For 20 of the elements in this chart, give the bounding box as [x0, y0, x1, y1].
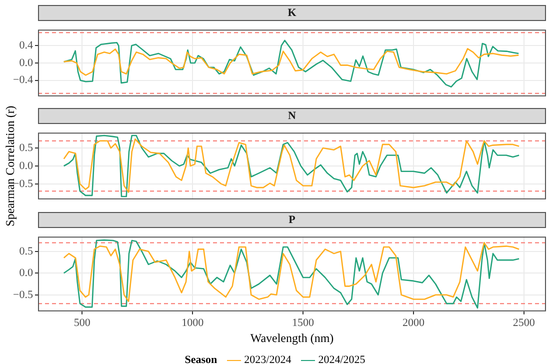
legend-title: Season	[184, 354, 218, 364]
y-tick-label: 0.0	[19, 267, 34, 280]
x-tick-label: 500	[74, 316, 91, 329]
y-tick-label: 0.4	[19, 40, 34, 52]
legend-label: 2023/2024	[244, 354, 292, 364]
chart-title: K	[38, 5, 546, 21]
x-axis-title: Wavelength (nm)	[250, 330, 334, 345]
y-tick-label: 0.0	[19, 160, 34, 172]
y-tick-label: −0.4	[13, 74, 34, 86]
x-tick-label: 1000	[182, 316, 204, 329]
chart-title: P	[38, 212, 546, 228]
x-tick-label: 2000	[402, 316, 425, 329]
y-tick-label: 0.5	[19, 245, 34, 258]
x-tick-label: 2500	[512, 316, 536, 329]
y-tick-label: −0.5	[13, 288, 34, 301]
legend-label: 2024/2025	[318, 354, 366, 364]
x-tick-label: 1500	[292, 316, 315, 329]
y-tick-label: 0.5	[19, 142, 34, 154]
y-tick-label: 0.0	[19, 56, 34, 69]
chart-title: N	[38, 108, 546, 124]
